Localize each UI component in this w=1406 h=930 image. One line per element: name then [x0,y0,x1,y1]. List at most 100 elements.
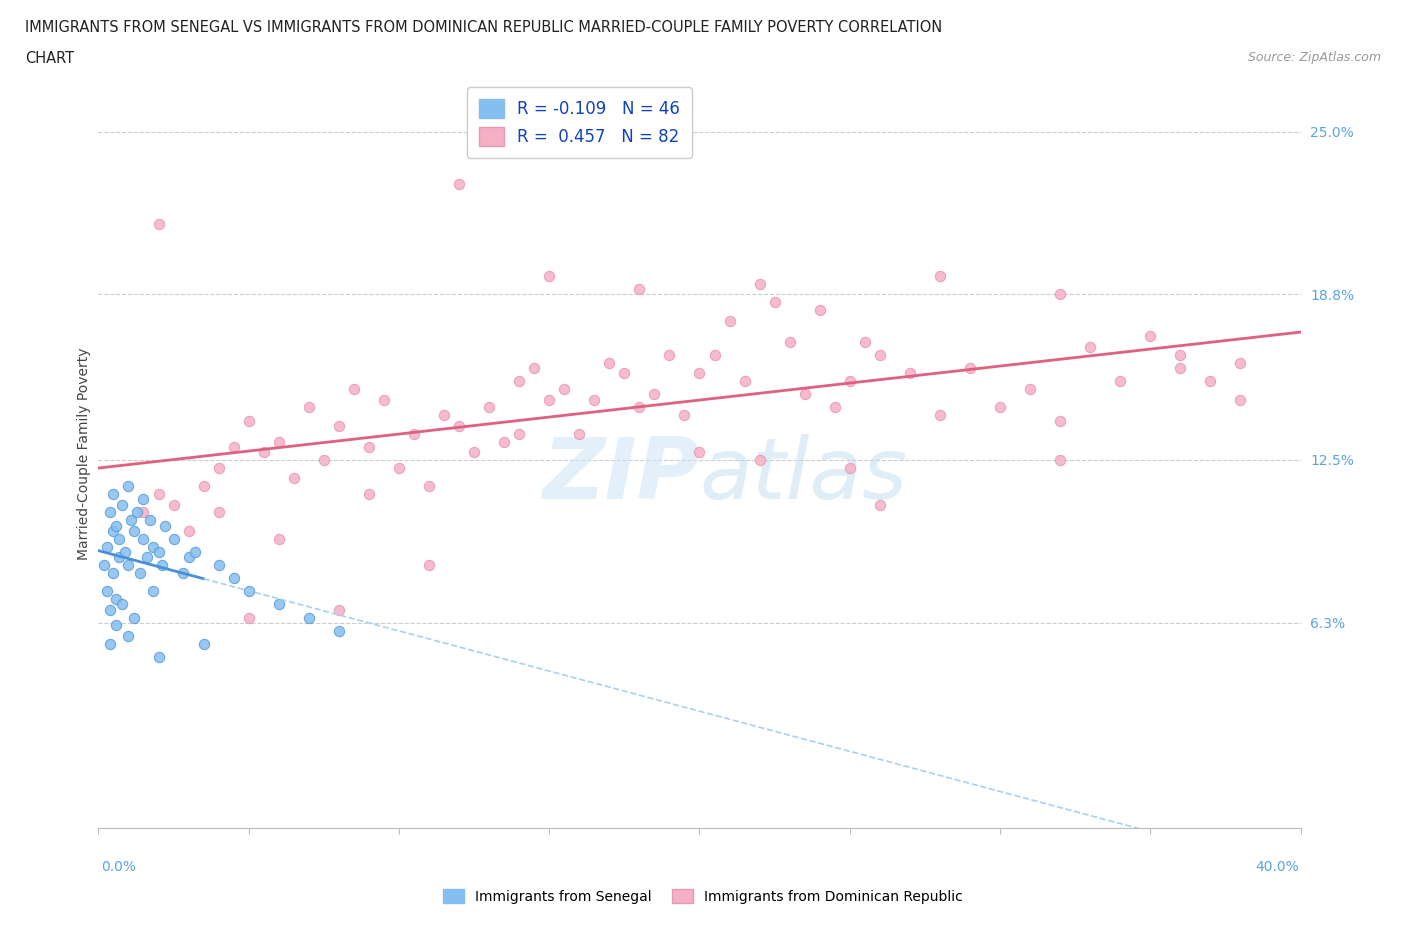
Point [127,505,149,520]
Point [613,365,636,380]
Point [148,486,170,501]
Text: ZIP: ZIP [541,434,700,517]
Point [105,618,128,633]
Legend: Immigrants from Senegal, Immigrants from Dominican Republic: Immigrants from Senegal, Immigrants from… [437,884,969,910]
Point [183,544,205,559]
Text: IMMIGRANTS FROM SENEGAL VS IMMIGRANTS FROM DOMINICAN REPUBLIC MARRIED-COUPLE FAM: IMMIGRANTS FROM SENEGAL VS IMMIGRANTS FR… [25,20,942,35]
Point [93,558,115,573]
Point [779,334,801,349]
Point [988,400,1011,415]
Point [1049,287,1071,302]
Point [1229,392,1251,407]
Point [929,269,952,284]
Point [298,400,321,415]
Point [108,531,131,546]
Point [763,295,786,310]
Point [808,303,831,318]
Point [1109,374,1132,389]
Point [108,550,131,565]
Point [929,408,952,423]
Point [583,392,606,407]
Point [238,610,260,625]
Point [748,276,770,291]
Point [869,348,891,363]
Point [748,453,770,468]
Point [718,313,741,328]
Point [132,505,155,520]
Point [628,282,651,297]
Point [193,479,215,494]
Point [328,603,350,618]
Point [643,387,665,402]
Point [373,392,395,407]
Point [114,544,136,559]
Point [222,439,245,454]
Point [1170,348,1192,363]
Point [598,355,620,370]
Point [141,539,163,554]
Point [388,460,411,475]
Point [162,531,184,546]
Point [568,426,591,441]
Point [673,408,696,423]
Point [1229,355,1251,370]
Point [357,439,380,454]
Y-axis label: Married-Couple Family Poverty: Married-Couple Family Poverty [77,347,91,560]
Point [853,334,876,349]
Point [447,418,470,433]
Point [1049,413,1071,428]
Point [703,348,725,363]
Point [508,426,530,441]
Point [132,531,155,546]
Point [267,434,290,449]
Point [689,365,711,380]
Point [103,524,125,538]
Point [402,426,425,441]
Text: CHART: CHART [25,51,75,66]
Point [96,539,118,554]
Point [898,365,921,380]
Point [100,603,122,618]
Point [267,531,290,546]
Point [100,636,122,651]
Point [105,518,128,533]
Point [117,629,139,644]
Point [343,381,366,396]
Point [177,524,200,538]
Point [148,649,170,664]
Point [824,400,846,415]
Point [141,584,163,599]
Point [177,550,200,565]
Point [103,565,125,580]
Point [959,361,981,376]
Text: Source: ZipAtlas.com: Source: ZipAtlas.com [1247,51,1381,64]
Point [869,498,891,512]
Point [111,597,134,612]
Point [1049,453,1071,468]
Point [1019,381,1042,396]
Point [238,584,260,599]
Point [138,513,160,528]
Point [298,610,321,625]
Point [658,348,681,363]
Point [100,505,122,520]
Point [124,524,146,538]
Point [312,453,335,468]
Point [162,498,184,512]
Point [1199,374,1222,389]
Point [508,374,530,389]
Point [689,445,711,459]
Point [1170,361,1192,376]
Point [153,518,176,533]
Point [628,400,651,415]
Point [328,623,350,638]
Point [238,413,260,428]
Point [135,550,157,565]
Point [103,486,125,501]
Point [208,505,231,520]
Point [132,492,155,507]
Point [124,610,146,625]
Point [418,479,440,494]
Point [418,558,440,573]
Point [538,269,561,284]
